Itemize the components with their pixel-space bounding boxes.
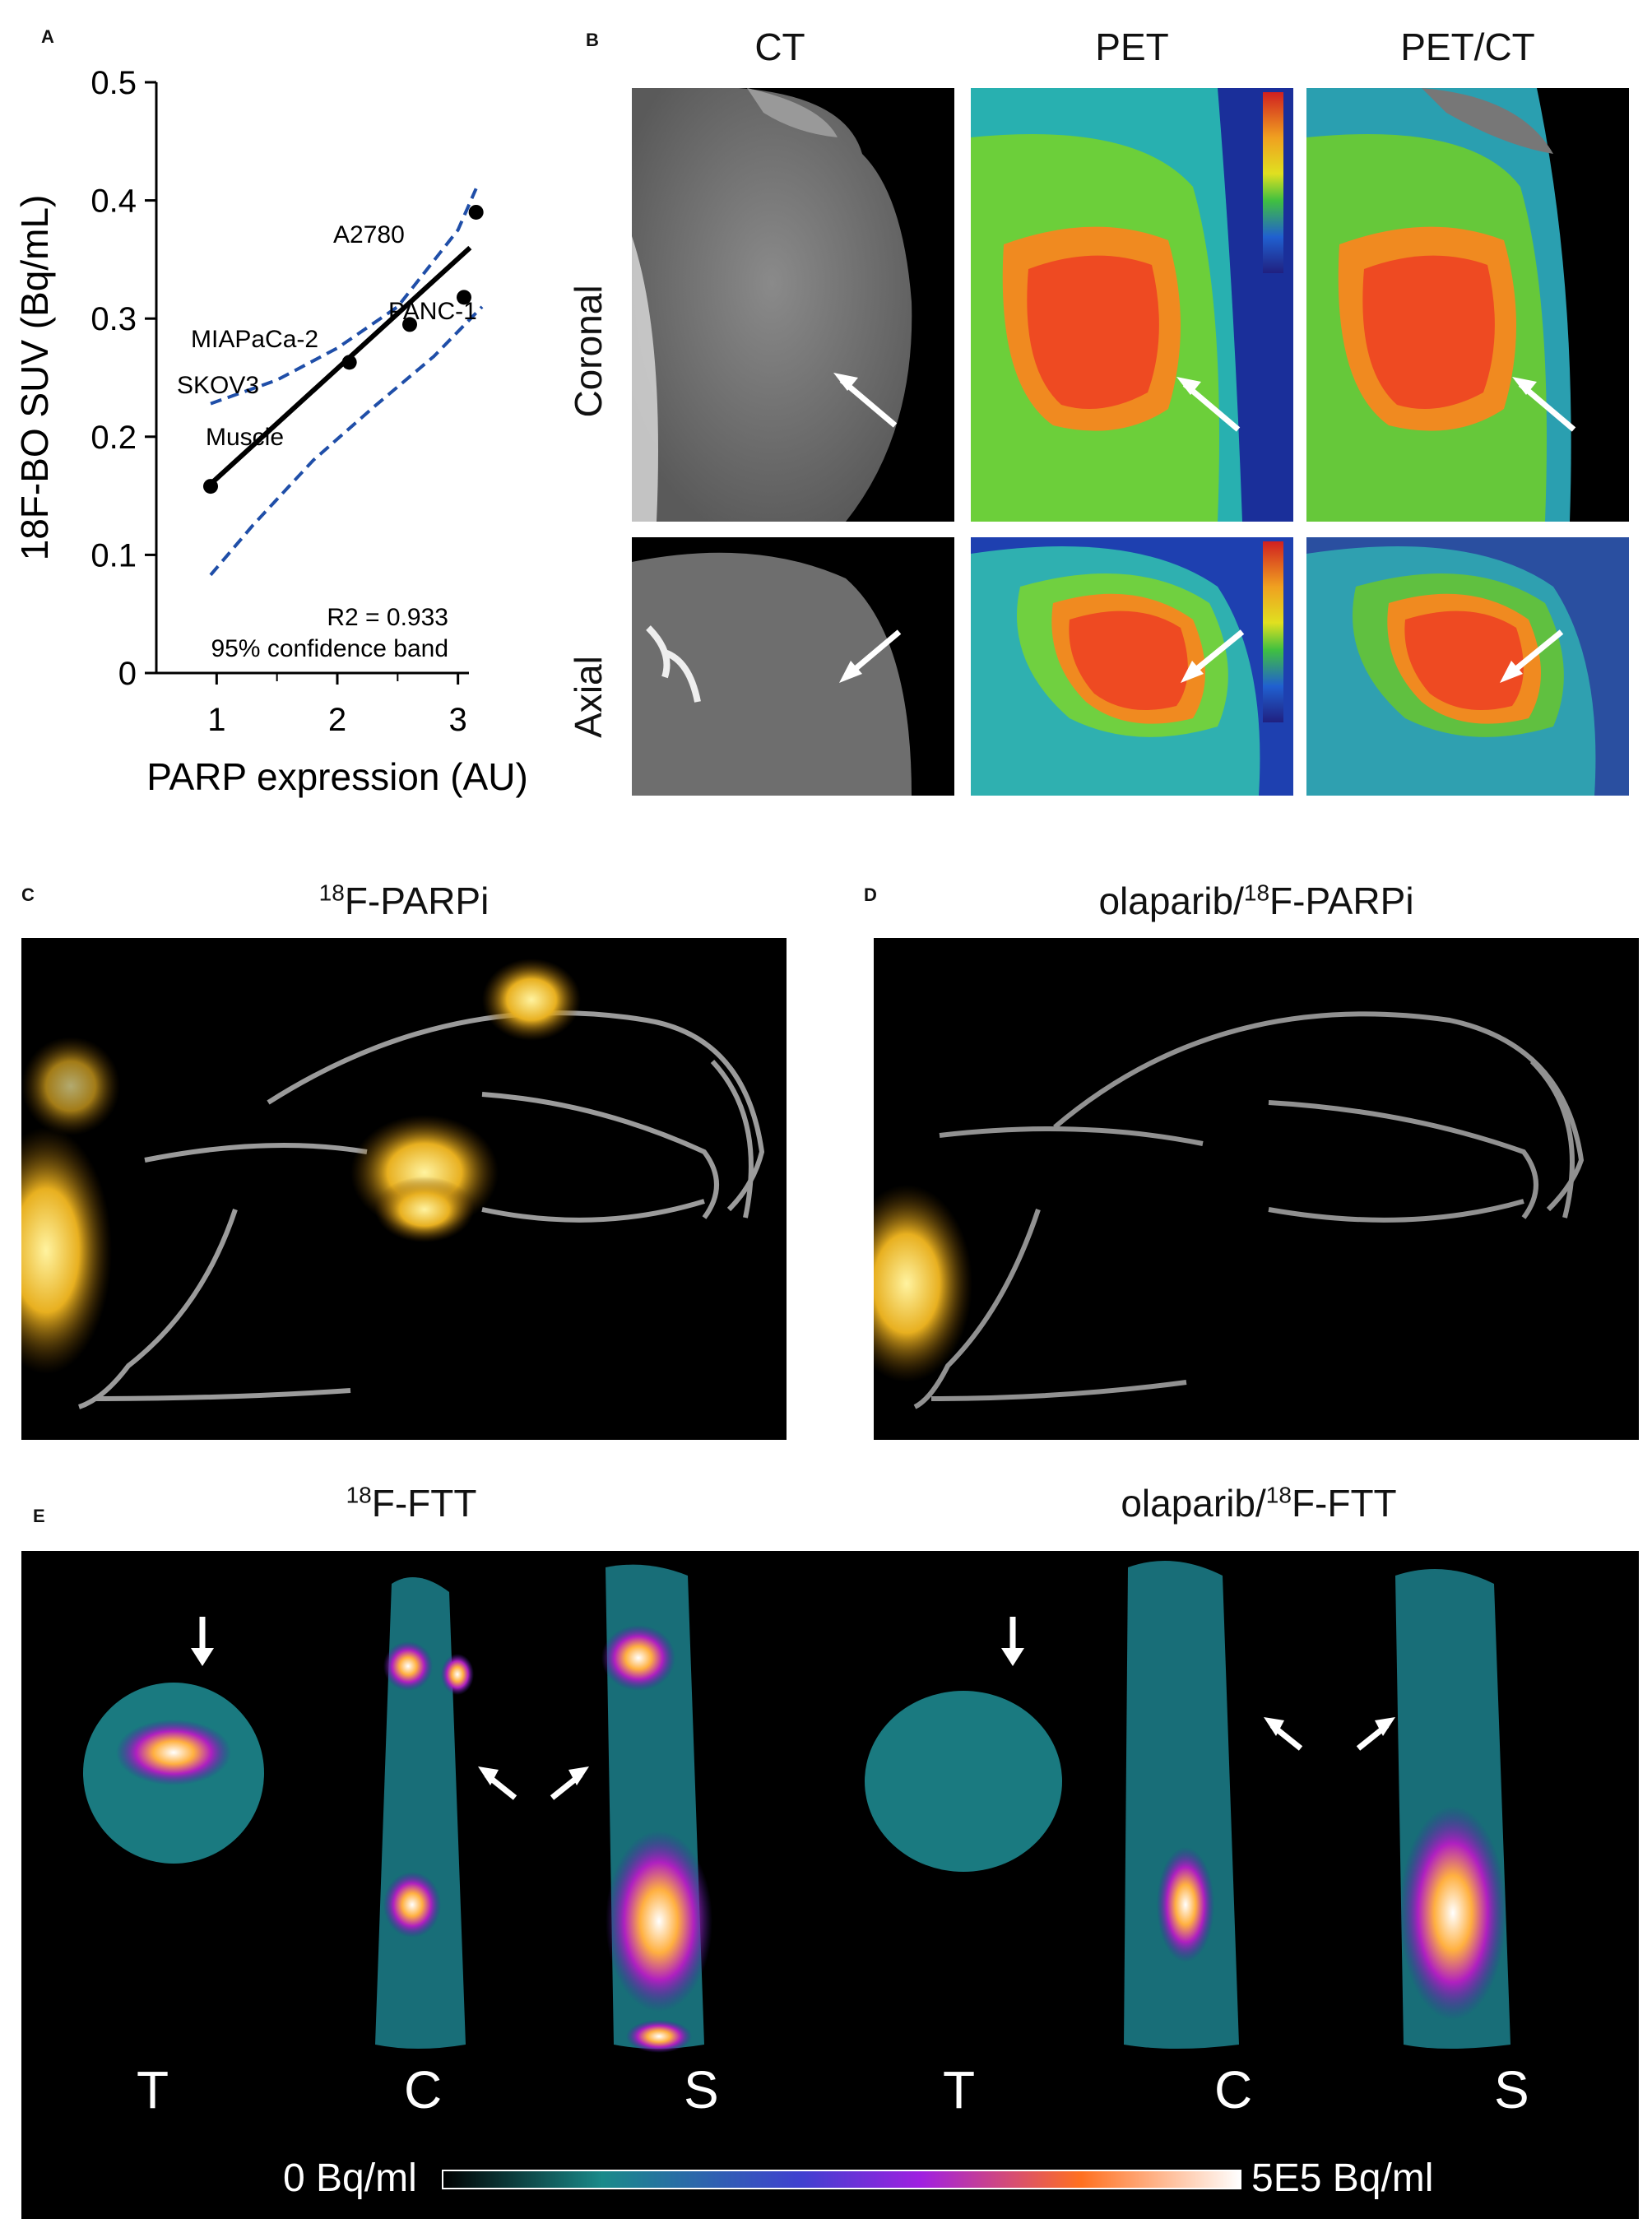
data-point bbox=[468, 204, 484, 220]
panel-c-letter: C bbox=[21, 884, 35, 905]
arrow-icon bbox=[478, 1766, 517, 1800]
panel-d-image bbox=[874, 938, 1639, 1440]
view-label-c-right: C bbox=[1214, 2060, 1253, 2119]
arrow-icon bbox=[1176, 377, 1241, 432]
column-title-petct: PET/CT bbox=[1400, 26, 1535, 68]
panel-a-chart: 0 0.1 0.2 0.3 0.4 0.5 1 2 3 Muscle SKOV3 MIAPaCa-2 P… bbox=[13, 65, 528, 798]
panel-c-image bbox=[21, 938, 787, 1440]
panel-e-letter: E bbox=[33, 1506, 45, 1526]
panel-a-letter: A bbox=[41, 26, 54, 47]
y-tick-label: 0.2 bbox=[90, 420, 137, 456]
column-title-pet: PET bbox=[1095, 26, 1169, 68]
x-tick-label: 1 bbox=[207, 702, 225, 738]
arrow-icon bbox=[839, 629, 902, 683]
panel-d-title: olaparib/18F-PARPi bbox=[1098, 880, 1414, 922]
x-tick-label: 2 bbox=[328, 702, 346, 738]
confidence-band-upper bbox=[210, 188, 478, 406]
view-label-t-right: T bbox=[943, 2060, 976, 2119]
ct-coronal-image bbox=[632, 88, 954, 522]
scale-min-label: 0 Bq/ml bbox=[283, 2156, 417, 2200]
view-label-s-left: S bbox=[684, 2060, 719, 2119]
pet-coronal-image bbox=[971, 88, 1293, 522]
data-point bbox=[341, 355, 357, 370]
confidence-band-annotation: 95% confidence band bbox=[211, 635, 448, 662]
panel-e-left-title: 18F-FTT bbox=[346, 1482, 477, 1525]
view-label-c-left: C bbox=[404, 2060, 443, 2119]
petct-axial-image bbox=[1306, 537, 1629, 796]
data-point bbox=[402, 317, 417, 332]
color-scale-bar bbox=[442, 2170, 1241, 2189]
y-tick-label: 0 bbox=[118, 656, 137, 692]
arrow-icon bbox=[550, 1766, 589, 1800]
data-point bbox=[457, 290, 471, 305]
x-tick-label: 3 bbox=[449, 702, 467, 738]
arrow-icon bbox=[1500, 629, 1564, 683]
panel-e-image: T C S T C S 0 Bq/ml 5E5 Bq/ml bbox=[21, 1551, 1639, 2219]
y-tick-label: 0.1 bbox=[90, 537, 137, 573]
row-label-coronal: Coronal bbox=[567, 285, 610, 418]
arrow-icon bbox=[1001, 1617, 1024, 1666]
ct-axial-image bbox=[632, 537, 954, 796]
regression-line bbox=[208, 245, 472, 486]
row-label-axial: Axial bbox=[567, 656, 610, 738]
y-axis-label: 18F-BO SUV (Bq/mL) bbox=[13, 195, 56, 561]
petct-coronal-image bbox=[1306, 88, 1629, 522]
panel-d-letter: D bbox=[864, 884, 877, 905]
panel-b-letter: B bbox=[586, 30, 599, 50]
view-label-t-left: T bbox=[137, 2060, 169, 2119]
point-label: PANC-1 bbox=[388, 298, 477, 325]
arrow-icon bbox=[191, 1617, 214, 1666]
arrow-icon bbox=[1356, 1717, 1395, 1751]
arrow-icon bbox=[1181, 629, 1245, 683]
panel-c-title: 18F-PARPi bbox=[318, 880, 490, 922]
column-title-ct: CT bbox=[754, 26, 805, 68]
arrow-icon bbox=[833, 373, 898, 428]
panel-e-right-title: olaparib/18F-FTT bbox=[1121, 1482, 1397, 1525]
scale-max-label: 5E5 Bq/ml bbox=[1251, 2156, 1434, 2200]
arrow-icon bbox=[1512, 377, 1576, 432]
r2-annotation: R2 = 0.933 bbox=[327, 604, 448, 631]
point-label: SKOV3 bbox=[177, 372, 259, 399]
point-label: MIAPaCa-2 bbox=[191, 326, 318, 353]
data-point bbox=[203, 479, 218, 494]
x-axis-label: PARP expression (AU) bbox=[146, 755, 528, 798]
arrow-icon bbox=[1264, 1717, 1303, 1751]
pet-axial-image bbox=[971, 537, 1293, 796]
y-tick-label: 0.4 bbox=[90, 183, 137, 220]
point-label: Muscle bbox=[206, 424, 284, 451]
y-tick-label: 0.3 bbox=[90, 301, 137, 337]
y-tick-label: 0.5 bbox=[90, 65, 137, 101]
point-label: A2780 bbox=[333, 221, 405, 248]
view-label-s-right: S bbox=[1494, 2060, 1529, 2119]
